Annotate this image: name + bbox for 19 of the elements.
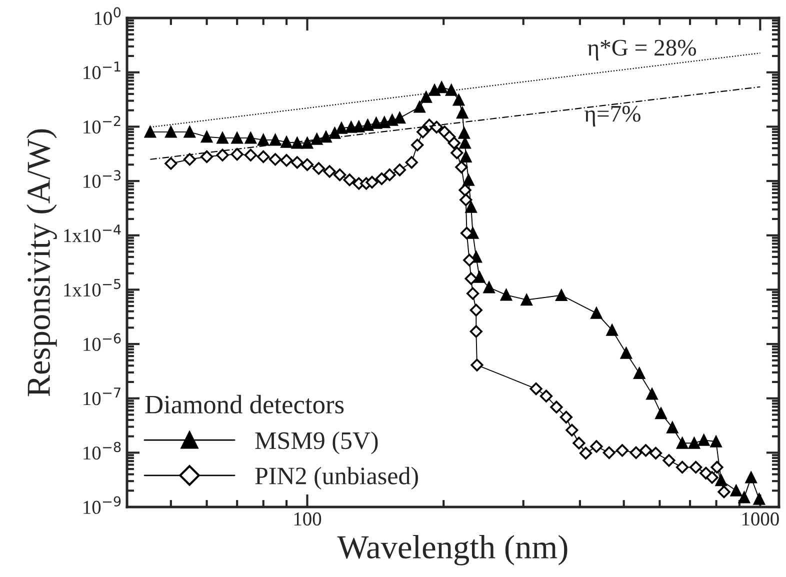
y-tick-label: 1x10$^{−5}$ — [64, 278, 120, 297]
y-tick-label: 10$^{−1}$ — [84, 62, 120, 80]
x-tick-label: 1000 — [742, 512, 779, 526]
x-tick-label: 100 — [294, 512, 322, 526]
y-tick-label: 10$^{−9}$ — [84, 496, 121, 514]
legend-label: PIN2 (unbiased) — [255, 466, 418, 490]
x-axis-title: Wavelength (nm) — [337, 535, 568, 566]
annotation: η=7% — [584, 106, 640, 127]
y-axis-title: Responsivity (A/W) — [26, 129, 57, 396]
y-tick-label: 10$^{−2}$ — [84, 116, 120, 134]
y-tick-label: 10$^{−6}$ — [84, 333, 121, 351]
legend-label: MSM9 (5V) — [255, 432, 378, 454]
y-tick-label: 10$^{−3}$ — [84, 170, 121, 188]
annotation: η*G = 28% — [588, 40, 696, 60]
y-tick-label: 1x10$^{−4}$ — [64, 224, 121, 242]
legend-title: Diamond detectors — [145, 394, 344, 414]
y-tick-label: 10$^{−7}$ — [84, 388, 120, 406]
y-tick-label: 10$^{−8}$ — [84, 442, 121, 460]
y-tick-label: 10$^{0}$ — [94, 7, 121, 25]
